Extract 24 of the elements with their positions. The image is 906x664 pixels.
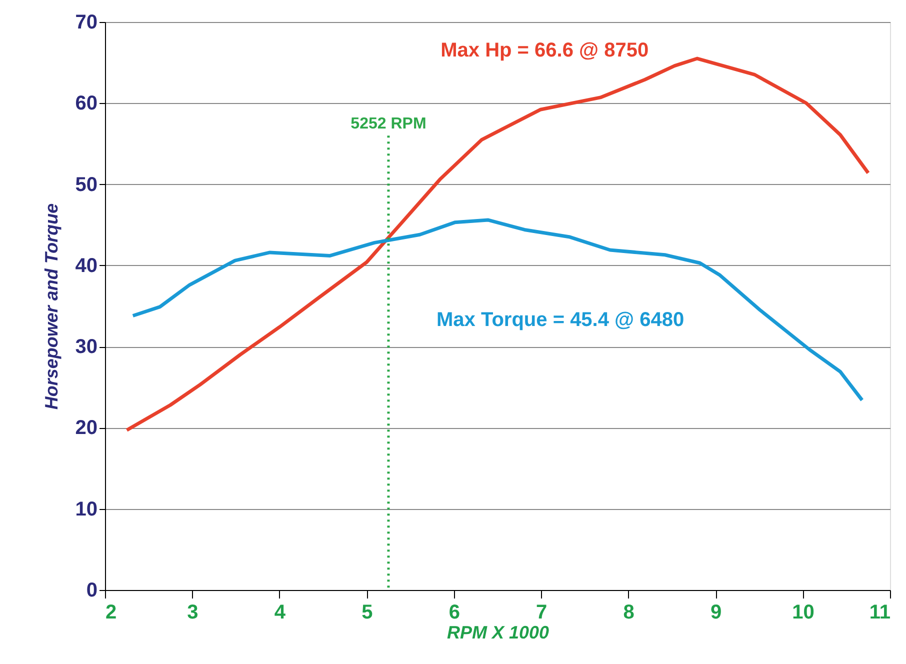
x-tick-label: 10 [792, 602, 814, 624]
y-tick-label: 10 [75, 498, 98, 520]
x-tick-label: 2 [106, 602, 117, 624]
annotation: Max Hp = 66.6 @ 8750 [440, 39, 649, 62]
x-tick-label: 6 [448, 602, 460, 624]
y-tick-label: 40 [75, 254, 98, 277]
x-tick-label: 3 [187, 602, 198, 624]
x-tick-label: 9 [710, 602, 722, 624]
y-axis-title: Horsepower and Torque [41, 203, 62, 410]
annotation: Max Torque = 45.4 @ 6480 [436, 309, 684, 332]
y-tick-label: 0 [86, 580, 98, 602]
y-tick-label: 20 [75, 417, 98, 440]
x-axis-title: RPM X 1000 [446, 622, 550, 642]
y-tick-label: 60 [75, 92, 98, 115]
x-tick-label: 7 [536, 602, 548, 624]
y-tick-label: 30 [75, 336, 98, 358]
x-tick-label: 4 [274, 602, 286, 624]
ref-line-label: 5252 RPM [350, 116, 426, 133]
line-series [131, 218, 864, 402]
x-tick-label: 11 [869, 602, 890, 624]
x-tick-label: 5 [362, 602, 373, 624]
y-tick-label: 70 [75, 12, 98, 34]
x-tick-label: 8 [623, 602, 634, 624]
y-tick-label: 50 [75, 174, 98, 196]
